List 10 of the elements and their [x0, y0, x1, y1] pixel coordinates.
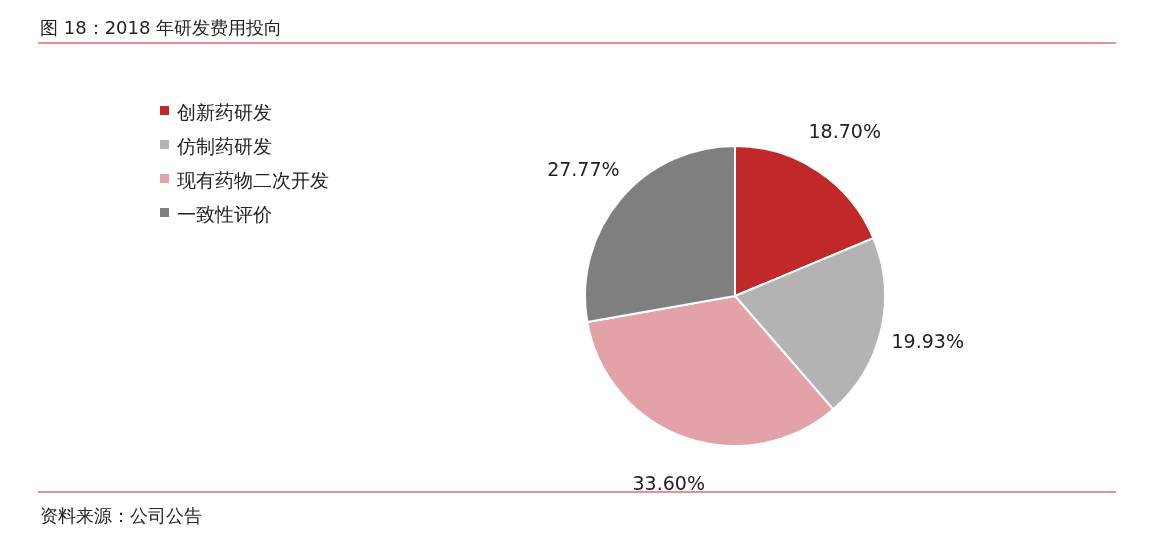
- data-label: 27.77%: [547, 157, 620, 180]
- annotation: 资料来源：公司公告: [40, 505, 202, 526]
- data-label: 18.70%: [808, 120, 881, 143]
- legend-label: 创新药研发: [177, 101, 272, 123]
- data-label: 19.93%: [891, 330, 964, 353]
- legend-label: 仿制药研发: [176, 135, 272, 157]
- legend-label: 一致性评价: [177, 203, 272, 225]
- legend-label: 现有药物二次开发: [177, 169, 329, 191]
- title: 图 18：2018 年研发费用投向: [40, 17, 283, 38]
- data-label: 33.60%: [632, 471, 705, 494]
